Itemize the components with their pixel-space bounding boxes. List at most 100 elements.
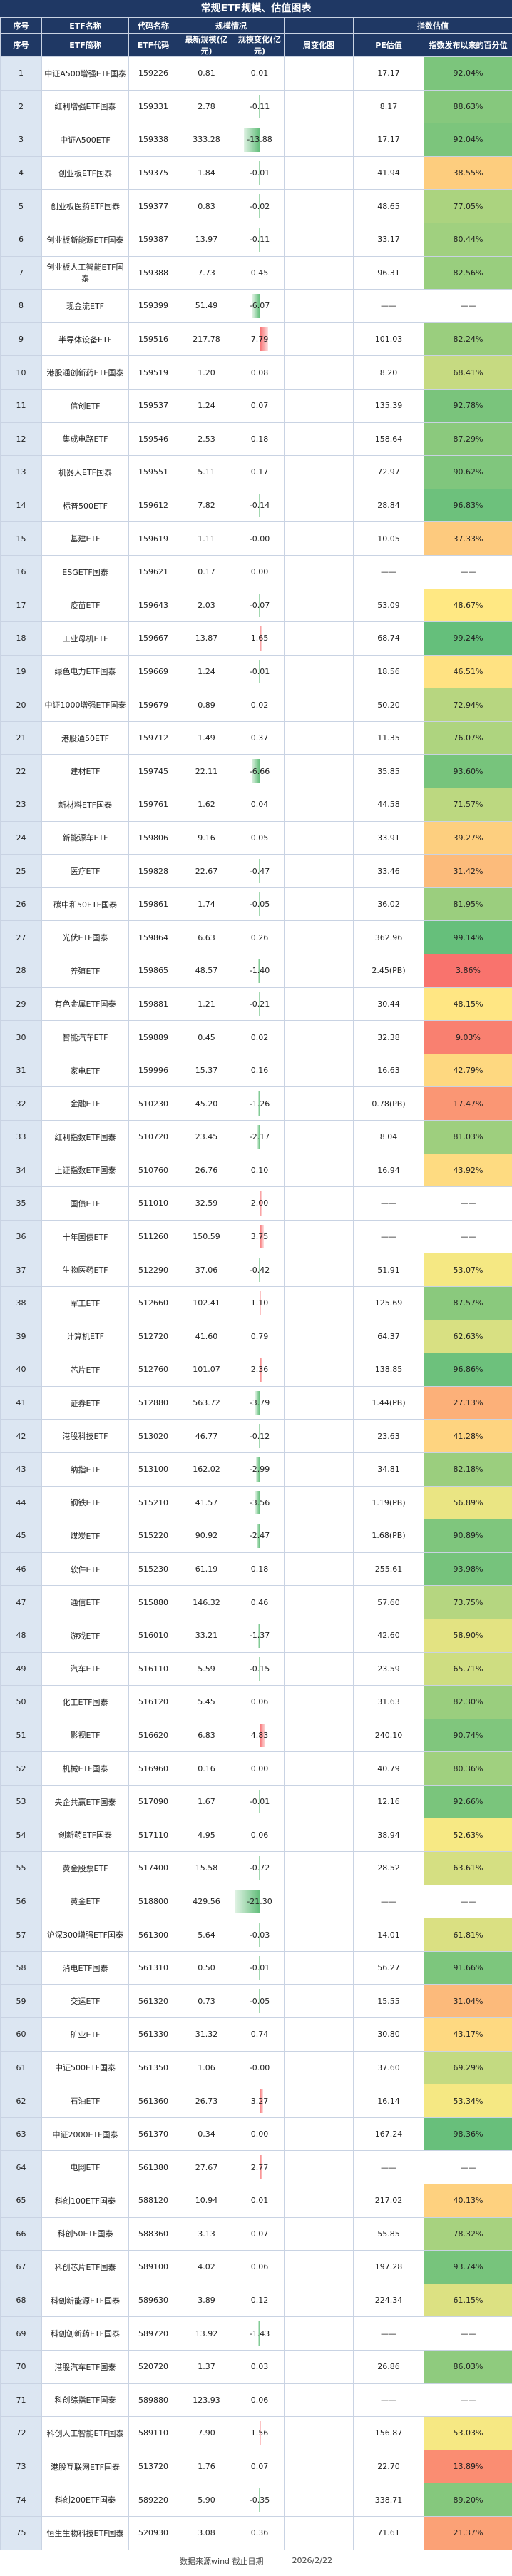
change: 0.36 <box>250 2528 269 2538</box>
change-cell: 0.18 <box>235 1552 285 1587</box>
pe: 158.64 <box>353 422 424 457</box>
change-cell: -0.00 <box>235 2050 285 2085</box>
etf-code: 159996 <box>128 1053 178 1088</box>
pe: 8.20 <box>353 355 424 390</box>
size: 7.73 <box>178 255 235 290</box>
etf-name: 新材料ETF国泰 <box>41 788 129 822</box>
change-cell: 0.08 <box>235 355 285 390</box>
percentile: 98.36% <box>424 2117 512 2152</box>
pe: 72.97 <box>353 455 424 489</box>
percentile: 37.33% <box>424 521 512 556</box>
change: 0.00 <box>250 1763 269 1773</box>
change-cell: 0.74 <box>235 2017 285 2052</box>
etf-table: 序号 ETF名称 代码名称 规模情况 指数估值 序号 ETF简称 ETF代码 最新规模… <box>0 17 512 2550</box>
size: 1.74 <box>178 887 235 922</box>
etf-code: 561370 <box>128 2117 178 2152</box>
etf-code: 561320 <box>128 1984 178 2019</box>
row: 8 现金流ETF 159399 51.49 -6.07 —— —— <box>0 289 512 323</box>
seq: 40 <box>0 1353 42 1387</box>
row: 46 软件ETF 515230 61.19 0.18 255.61 93.98% <box>0 1552 512 1587</box>
etf-code: 516620 <box>128 1718 178 1753</box>
pe: 12.16 <box>353 1784 424 1819</box>
change-cell: 0.06 <box>235 1818 285 1853</box>
change-cell: -0.14 <box>235 488 285 523</box>
row: 60 矿业ETF 561330 31.32 0.74 30.80 43.17% <box>0 2017 512 2052</box>
change-cell: 0.79 <box>235 1319 285 1354</box>
size: 150.59 <box>178 1219 235 1254</box>
size: 217.78 <box>178 322 235 357</box>
header: 规模情况 <box>178 17 285 34</box>
header: 序号 <box>0 17 42 34</box>
row: 54 创新药ETF国泰 517110 4.95 0.06 38.94 52.63% <box>0 1818 512 1853</box>
size: 41.57 <box>178 1485 235 1520</box>
change-bar <box>259 1955 260 1980</box>
size: 23.45 <box>178 1120 235 1154</box>
column-header: 规模变化(亿元) <box>235 33 285 57</box>
percentile: 91.66% <box>424 1950 512 1985</box>
size: 15.37 <box>178 1053 235 1088</box>
change: 0.06 <box>250 1830 269 1840</box>
seq: 9 <box>0 322 42 357</box>
row: 68 科创新能源ETF国泰 589630 3.89 0.12 224.34 61.15% <box>0 2283 512 2318</box>
seq: 64 <box>0 2150 42 2184</box>
change-cell: 7.79 <box>235 322 285 357</box>
change: 0.00 <box>250 2129 269 2139</box>
change-cell: -1.37 <box>235 1618 285 1653</box>
sparkline <box>284 2316 354 2351</box>
change: -0.01 <box>249 1963 270 1973</box>
pe: 8.17 <box>353 89 424 124</box>
change-cell: -0.21 <box>235 987 285 1022</box>
seq: 30 <box>0 1020 42 1054</box>
seq: 46 <box>0 1552 42 1587</box>
seq: 56 <box>0 1884 42 1919</box>
etf-code: 588120 <box>128 2184 178 2218</box>
column-header: 最新规模(亿元) <box>178 33 235 57</box>
percentile: 99.24% <box>424 621 512 656</box>
sparkline <box>284 89 354 124</box>
change-cell: -3.79 <box>235 1385 285 1420</box>
size: 2.53 <box>178 422 235 457</box>
change-bar <box>260 1191 262 1216</box>
etf-name: 上证指数ETF国泰 <box>41 1153 129 1188</box>
pe: 56.27 <box>353 1950 424 1985</box>
percentile: 96.83% <box>424 488 512 523</box>
percentile: 53.34% <box>424 2084 512 2118</box>
sparkline <box>284 1485 354 1520</box>
sparkline <box>284 1053 354 1088</box>
change-cell: 0.06 <box>235 2250 285 2284</box>
sparkline <box>284 2150 354 2184</box>
change-cell: 0.46 <box>235 1585 285 1619</box>
etf-code: 516010 <box>128 1618 178 1653</box>
seq: 33 <box>0 1120 42 1154</box>
pe: 17.17 <box>353 56 424 91</box>
pe: 16.14 <box>353 2084 424 2118</box>
etf-name: 黄金ETF <box>41 1884 129 1919</box>
percentile: 61.81% <box>424 1918 512 1952</box>
seq: 45 <box>0 1519 42 1553</box>
etf-code: 518800 <box>128 1884 178 1919</box>
change: 1.65 <box>250 633 269 643</box>
seq: 36 <box>0 1219 42 1254</box>
size: 7.90 <box>178 2416 235 2450</box>
row: 44 钢铁ETF 515210 41.57 -3.56 1.19(PB) 56.89% <box>0 1485 512 1520</box>
pe: 224.34 <box>353 2283 424 2318</box>
seq: 10 <box>0 355 42 390</box>
row: 74 科创200ETF国泰 589220 5.90 -0.35 338.71 89.20% <box>0 2483 512 2517</box>
change: 0.06 <box>250 2395 269 2405</box>
size: 13.97 <box>178 222 235 257</box>
percentile: 82.24% <box>424 322 512 357</box>
seq: 25 <box>0 854 42 888</box>
size: 563.72 <box>178 1385 235 1420</box>
pe: —— <box>353 2150 424 2184</box>
pe: 26.86 <box>353 2349 424 2384</box>
percentile: 53.07% <box>424 1253 512 1287</box>
etf-code: 517110 <box>128 1818 178 1853</box>
change-bar <box>252 759 260 784</box>
etf-name: 科创新能源ETF国泰 <box>41 2283 129 2318</box>
row: 55 黄金股票ETF 517400 15.58 -0.72 28.52 63.61% <box>0 1851 512 1885</box>
pe: 125.69 <box>353 1286 424 1320</box>
etf-name: 中证A500ETF <box>41 123 129 157</box>
size: 0.73 <box>178 1984 235 2019</box>
size: 5.11 <box>178 455 235 489</box>
pe: 44.58 <box>353 788 424 822</box>
